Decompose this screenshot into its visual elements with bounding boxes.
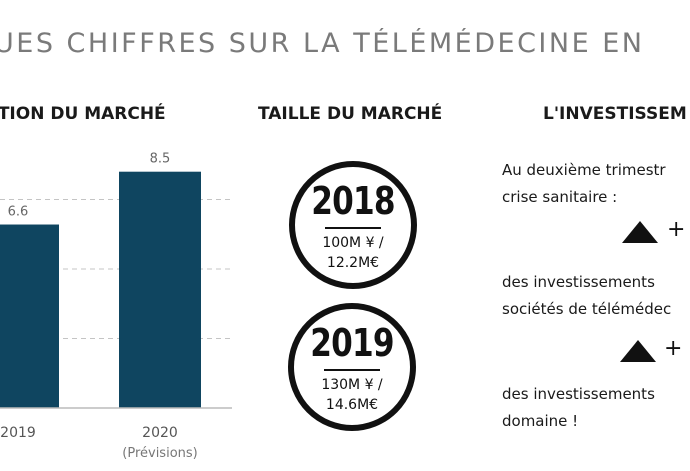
invest-text-line: Au deuxième trimestr bbox=[502, 161, 666, 179]
invest-text-line: crise sanitaire : bbox=[502, 188, 618, 206]
x-tick-label: 2020 bbox=[142, 425, 178, 441]
data-label: 8.5 bbox=[150, 152, 171, 167]
circle-amount-eur: 14.6M€ bbox=[325, 397, 379, 413]
market-size-circle-2018: 2018 100M ¥ / 12.2M€ bbox=[289, 161, 417, 289]
circle-amount-yen: 130M ¥ / bbox=[321, 377, 383, 393]
circle-amount-eur: 12.2M€ bbox=[326, 255, 380, 271]
x-tick-sublabel: (Prévisions) bbox=[122, 446, 197, 461]
triangle-up-icon bbox=[620, 340, 656, 362]
triangle-up-icon bbox=[622, 221, 658, 243]
invest-text-line: des investissements bbox=[502, 385, 655, 403]
market-size-circle-2019: 2019 130M ¥ / 14.6M€ bbox=[288, 303, 416, 431]
invest-text-line: sociétés de télémédec bbox=[502, 300, 672, 318]
plus-sign: + bbox=[667, 217, 686, 242]
circle-divider bbox=[324, 369, 380, 371]
circle-year: 2018 bbox=[311, 179, 395, 223]
bar-2020 bbox=[119, 171, 201, 408]
circle-amount-yen: 100M ¥ / bbox=[322, 235, 384, 251]
plus-sign: + bbox=[664, 336, 683, 361]
invest-text-line: des investissements bbox=[502, 273, 655, 291]
page-title: UES CHIFFRES SUR LA TÉLÉMÉDECINE EN bbox=[0, 28, 645, 59]
market-bar-chart: 6.6 2019 8.5 2020 (Prévisions) bbox=[0, 152, 232, 461]
data-label: 6.6 bbox=[8, 205, 29, 220]
x-tick-label: 2019 bbox=[0, 425, 36, 441]
section-title-investissement: L'INVESTISSEM bbox=[543, 104, 687, 124]
invest-text-line: domaine ! bbox=[502, 412, 579, 430]
section-title-taille: TAILLE DU MARCHÉ bbox=[258, 104, 443, 124]
circle-year: 2019 bbox=[310, 321, 394, 365]
bar-2019 bbox=[0, 224, 59, 408]
section-title-evolution: ATION DU MARCHÉ bbox=[0, 104, 166, 124]
circle-divider bbox=[325, 227, 381, 229]
